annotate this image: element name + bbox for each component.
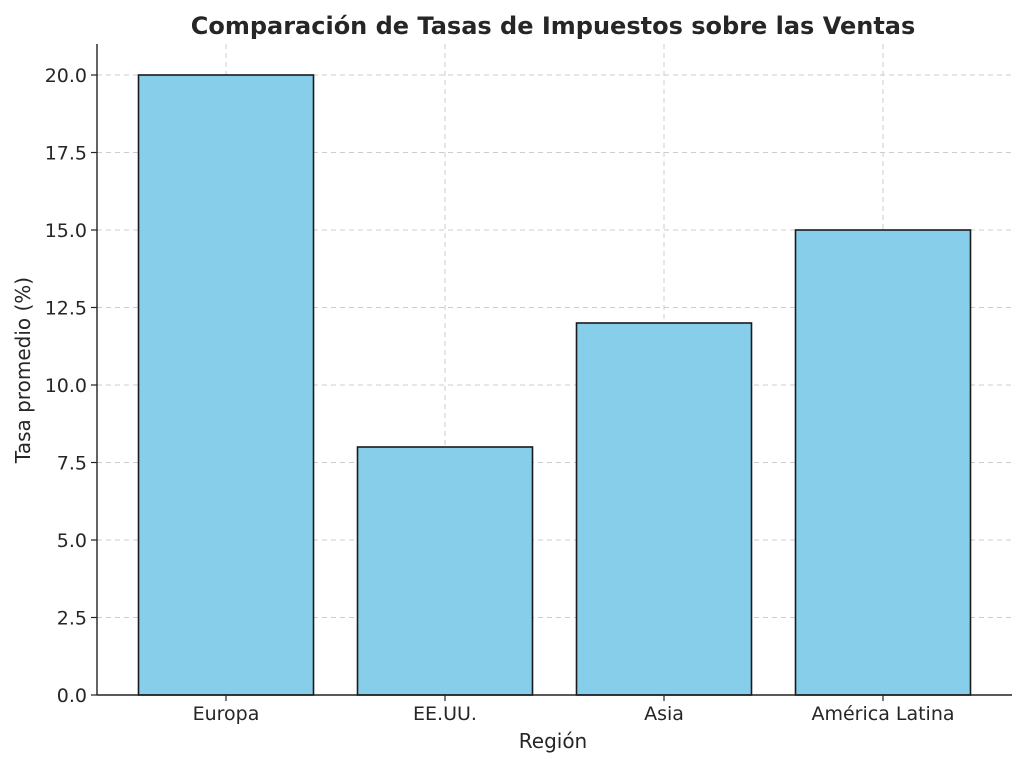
bar-asia <box>575 322 753 696</box>
y-ticks: 0.0 2.5 5.0 7.5 10.0 12.5 15.0 17.5 20.0 <box>45 65 97 707</box>
y-tick-label: 17.5 <box>45 143 87 165</box>
y-tick-label: 10.0 <box>45 375 87 397</box>
bar-europa <box>137 74 315 696</box>
bar-ee-uu- <box>356 446 534 696</box>
y-tick-label: 12.5 <box>45 298 87 320</box>
bar-am-rica-latina <box>794 229 972 696</box>
y-tick-label: 15.0 <box>45 220 87 242</box>
y-tick-label: 7.5 <box>57 453 87 475</box>
bars <box>137 74 972 696</box>
x-tick-label: EE.UU. <box>413 703 477 725</box>
x-tick-label: Europa <box>193 703 260 725</box>
x-axis-label: Región <box>519 729 587 753</box>
chart-title: Comparación de Tasas de Impuestos sobre … <box>191 12 916 40</box>
x-tick-label: Asia <box>644 703 684 725</box>
x-tick-label: América Latina <box>811 703 954 725</box>
x-ticks: Europa EE.UU. Asia América Latina <box>193 695 955 725</box>
y-axis-label: Tasa promedio (%) <box>11 277 35 464</box>
y-tick-label: 0.0 <box>57 685 87 707</box>
y-tick-label: 5.0 <box>57 530 87 552</box>
y-tick-label: 20.0 <box>45 65 87 87</box>
y-tick-label: 2.5 <box>57 608 87 630</box>
